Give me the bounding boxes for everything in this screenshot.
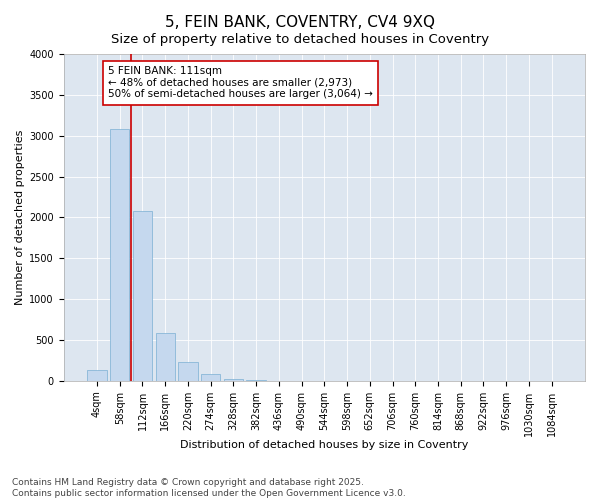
Bar	[224, 379, 243, 381]
Text: Size of property relative to detached houses in Coventry: Size of property relative to detached ho…	[111, 32, 489, 46]
Text: Contains HM Land Registry data © Crown copyright and database right 2025.
Contai: Contains HM Land Registry data © Crown c…	[12, 478, 406, 498]
Text: 5, FEIN BANK, COVENTRY, CV4 9XQ: 5, FEIN BANK, COVENTRY, CV4 9XQ	[165, 15, 435, 30]
Text: 5 FEIN BANK: 111sqm
← 48% of detached houses are smaller (2,973)
50% of semi-det: 5 FEIN BANK: 111sqm ← 48% of detached ho…	[109, 66, 373, 100]
Bar	[201, 374, 220, 381]
Bar	[110, 129, 130, 381]
Bar	[178, 362, 197, 381]
X-axis label: Distribution of detached houses by size in Coventry: Distribution of detached houses by size …	[180, 440, 469, 450]
Bar	[155, 334, 175, 381]
Bar	[88, 370, 107, 381]
Bar	[133, 211, 152, 381]
Y-axis label: Number of detached properties: Number of detached properties	[15, 130, 25, 305]
